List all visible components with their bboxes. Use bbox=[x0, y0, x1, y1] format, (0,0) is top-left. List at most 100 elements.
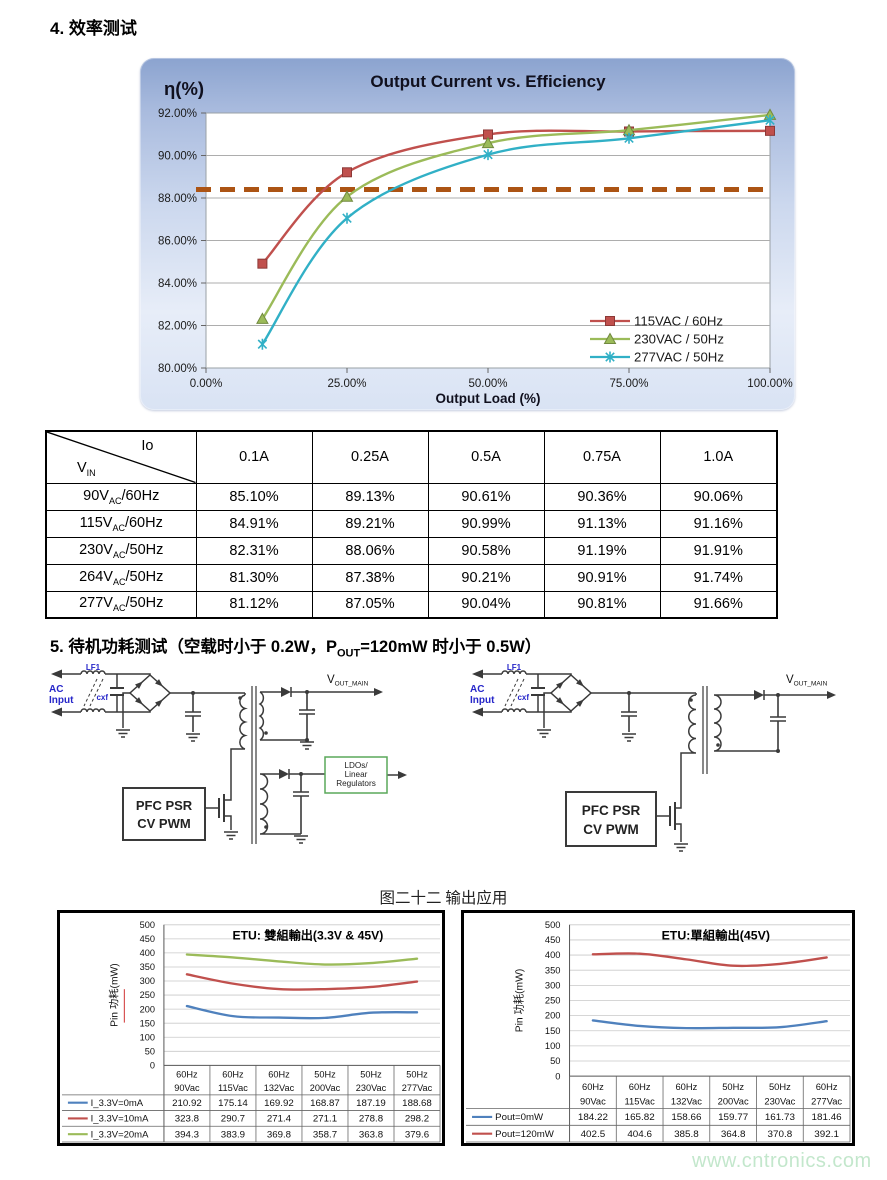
svg-text:150: 150 bbox=[545, 1026, 561, 1036]
svg-text:Output Current vs. Efficienc: Output Current vs. Efficiency bbox=[370, 72, 606, 91]
standby-power-chart-single: 0 50 100 150 200 250 300 350 400 450 500 Pin 功耗(mW)… bbox=[466, 920, 851, 1143]
pfc-label-line2: CV PWM bbox=[583, 822, 639, 837]
section-5-text-suffix: =120mW 时小于 0.5W） bbox=[360, 638, 542, 656]
svg-text:132Vac: 132Vac bbox=[671, 1097, 702, 1107]
svg-text:181.46: 181.46 bbox=[812, 1112, 842, 1123]
svg-text:200: 200 bbox=[545, 1011, 561, 1021]
efficiency-value-cell: 90.06% bbox=[659, 482, 778, 511]
svg-text:271.4: 271.4 bbox=[267, 1114, 292, 1125]
table-row: 230VAC/50Hz 82.31% 88.06% 90.58% 91.19% 91.91… bbox=[45, 536, 778, 565]
svg-text:100: 100 bbox=[545, 1041, 561, 1051]
svg-text:300: 300 bbox=[140, 976, 155, 986]
ldo-box bbox=[324, 756, 388, 794]
standby-power-panel-dual: 0 50 100 150 200 250 300 350 400 450 500 Pin 功耗(mW)… bbox=[57, 910, 445, 1146]
svg-text:50Hz: 50Hz bbox=[360, 1070, 382, 1080]
row-label: 115VAC/60Hz bbox=[45, 509, 197, 538]
efficiency-value-cell: 91.74% bbox=[659, 563, 778, 592]
ldo-label-line1: LDOs/ bbox=[344, 761, 368, 770]
svg-text:90.00%: 90.00% bbox=[158, 151, 197, 163]
svg-text:271.1: 271.1 bbox=[313, 1114, 337, 1125]
column-header: 0.25A bbox=[311, 430, 429, 484]
vout-base: V bbox=[786, 674, 794, 686]
svg-text:159.77: 159.77 bbox=[718, 1112, 748, 1123]
efficiency-value-cell: 91.13% bbox=[543, 509, 661, 538]
svg-text:230Vac: 230Vac bbox=[764, 1097, 795, 1107]
corner-vin-label: VIN bbox=[77, 459, 96, 478]
svg-text:369.8: 369.8 bbox=[267, 1129, 291, 1140]
svg-text:Pin 功耗(mW): Pin 功耗(mW) bbox=[513, 969, 525, 1033]
svg-text:168.87: 168.87 bbox=[310, 1098, 340, 1109]
efficiency-value-cell: 90.61% bbox=[427, 482, 545, 511]
pfc-controller-box bbox=[122, 787, 206, 841]
svg-text:90Vac: 90Vac bbox=[580, 1097, 606, 1107]
figure-caption: 图二十二 输出应用 bbox=[379, 890, 508, 907]
lf1-label: LF1 bbox=[507, 663, 522, 672]
svg-text:50: 50 bbox=[550, 1056, 560, 1066]
svg-text:210.92: 210.92 bbox=[172, 1098, 202, 1109]
efficiency-value-cell: 89.21% bbox=[311, 509, 429, 538]
efficiency-value-cell: 91.16% bbox=[659, 509, 778, 538]
pfc-controller-box bbox=[565, 791, 657, 847]
svg-text:I_3.3V=10mA: I_3.3V=10mA bbox=[91, 1114, 149, 1125]
svg-text:250: 250 bbox=[140, 990, 155, 1000]
efficiency-value-cell: 81.12% bbox=[195, 590, 313, 619]
svg-text:500: 500 bbox=[545, 920, 561, 930]
vout-base: V bbox=[327, 674, 335, 686]
svg-text:50: 50 bbox=[145, 1046, 155, 1056]
section-5-heading: 5. 待机功耗测试（空载时小于 0.2W，POUT=120mW 时小于 0.5W… bbox=[50, 633, 541, 659]
svg-text:400: 400 bbox=[140, 948, 155, 958]
svg-text:400: 400 bbox=[545, 950, 561, 960]
svg-text:25.00%: 25.00% bbox=[327, 378, 366, 390]
svg-text:50Hz: 50Hz bbox=[722, 1082, 744, 1092]
svg-text:I_3.3V=0mA: I_3.3V=0mA bbox=[91, 1098, 144, 1109]
vout-main-label: VOUT_MAIN bbox=[327, 674, 369, 688]
efficiency-value-cell: 82.31% bbox=[195, 536, 313, 565]
svg-text:60Hz: 60Hz bbox=[582, 1082, 604, 1092]
circuit-diagram-single-output: PFC PSR CV PWM AC Input LF1 cxf VOUT_MAI… bbox=[470, 663, 836, 852]
svg-text:184.22: 184.22 bbox=[578, 1112, 608, 1123]
svg-text:230Vac: 230Vac bbox=[356, 1083, 387, 1093]
table-row: 264VAC/50Hz 81.30% 87.38% 90.21% 90.91% 91.74… bbox=[45, 563, 778, 592]
efficiency-chart-panel: Output Current vs. Efficiency η(%) 80.00% 8… bbox=[140, 58, 795, 410]
svg-text:50Hz: 50Hz bbox=[314, 1070, 336, 1080]
svg-text:392.1: 392.1 bbox=[814, 1129, 839, 1140]
svg-text:323.8: 323.8 bbox=[175, 1114, 199, 1125]
svg-text:175.14: 175.14 bbox=[218, 1098, 248, 1109]
standby-power-chart-dual: 0 50 100 150 200 250 300 350 400 450 500 Pin 功耗(mW)… bbox=[61, 920, 441, 1143]
svg-text:363.8: 363.8 bbox=[359, 1129, 383, 1140]
efficiency-value-cell: 91.91% bbox=[659, 536, 778, 565]
svg-text:60Hz: 60Hz bbox=[816, 1082, 838, 1092]
svg-text:50Hz: 50Hz bbox=[769, 1082, 791, 1092]
row-label: 277VAC/50Hz bbox=[45, 590, 197, 619]
svg-text:385.8: 385.8 bbox=[674, 1129, 699, 1140]
lf1-label: LF1 bbox=[86, 663, 101, 672]
svg-text:90Vac: 90Vac bbox=[174, 1083, 200, 1093]
svg-text:100.00%: 100.00% bbox=[747, 378, 792, 390]
svg-text:84.00%: 84.00% bbox=[158, 278, 197, 290]
corner-io-label: Io bbox=[141, 438, 154, 454]
section-4-heading: 4. 效率测试 bbox=[50, 19, 137, 38]
svg-text:132Vac: 132Vac bbox=[264, 1083, 295, 1093]
section-5-text-prefix: 5. 待机功耗测试（空载时小于 0.2W，P bbox=[50, 638, 337, 656]
circuit-wires bbox=[62, 670, 399, 844]
efficiency-table: Io VIN 0.1A 0.25A 0.5A 0.75A 1.0A 90VAC/60Hz 85.… bbox=[45, 430, 778, 619]
svg-text:290.7: 290.7 bbox=[221, 1114, 245, 1125]
cxf-label: cxf bbox=[517, 693, 529, 702]
efficiency-value-cell: 85.10% bbox=[195, 482, 313, 511]
efficiency-value-cell: 81.30% bbox=[195, 563, 313, 592]
row-label: 264VAC/50Hz bbox=[45, 563, 197, 592]
standby-power-panel-single: 0 50 100 150 200 250 300 350 400 450 500 Pin 功耗(mW)… bbox=[461, 910, 855, 1146]
ac-input-label-line2: Input bbox=[470, 695, 495, 706]
svg-text:60Hz: 60Hz bbox=[268, 1070, 290, 1080]
svg-text:402.5: 402.5 bbox=[581, 1129, 606, 1140]
pfc-label-line1: PFC PSR bbox=[582, 803, 641, 818]
svg-text:187.19: 187.19 bbox=[356, 1098, 386, 1109]
pfc-label-line1: PFC PSR bbox=[136, 798, 193, 813]
svg-text:277Vac: 277Vac bbox=[811, 1097, 842, 1107]
circuit-diagram-dual-output: PFC PSR CV PWM LDOs/ Linear Regulators A… bbox=[49, 663, 407, 844]
svg-text:Output Load (%): Output Load (%) bbox=[436, 391, 541, 406]
watermark-text: www.cntronics.com bbox=[692, 1150, 872, 1172]
ac-input-label-line1: AC bbox=[470, 684, 484, 695]
svg-text:383.9: 383.9 bbox=[221, 1129, 245, 1140]
ac-input-label-line2: Input bbox=[49, 695, 74, 706]
